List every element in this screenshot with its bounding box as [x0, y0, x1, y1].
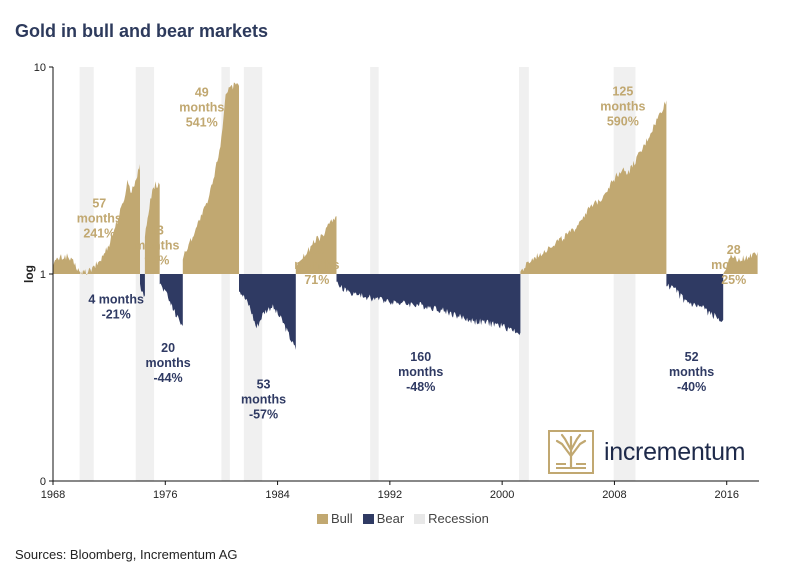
annotation-line: months [398, 365, 443, 379]
annotation-line: 25% [721, 273, 746, 287]
x-tick-label-2: 1984 [265, 489, 289, 501]
legend-item-bull: Bull [317, 511, 353, 526]
annotation-line: months [146, 356, 191, 370]
annotation-line: 94% [144, 254, 169, 268]
x-tick-label-5: 2008 [602, 489, 626, 501]
legend-item-recession: Recession [414, 511, 489, 526]
annotation-line: 53 [257, 377, 271, 391]
annotation-line: -21% [102, 308, 131, 322]
annotation-line: months [711, 258, 756, 272]
brand-name: incrementum [604, 438, 745, 467]
legend-label-bear: Bear [377, 511, 404, 526]
annotation-line: 71% [304, 273, 329, 287]
brand-logo: incrementum [548, 430, 745, 474]
annotation-line: 49 [195, 86, 209, 100]
annotation-line: months [600, 99, 645, 113]
annotation-line: 590% [607, 114, 639, 128]
x-tick-label-3: 1992 [378, 489, 402, 501]
legend-label-bull: Bull [331, 511, 353, 526]
bull-annotation-4: 125 months 590% [600, 84, 645, 128]
y-tick-label-1: 1 [40, 269, 46, 281]
annotation-line: 4 months [88, 293, 144, 307]
annotation-line: 160 [410, 350, 431, 364]
source-note: Sources: Bloomberg, Incrementum AG [15, 547, 238, 562]
annotation-line: months [669, 365, 714, 379]
annotation-line: months [134, 239, 179, 253]
annotation-line: 57 [92, 196, 106, 210]
bear-annotation-10: 52 months -40% [669, 350, 714, 394]
bear-area-10 [666, 274, 723, 322]
annotation-line: 541% [186, 116, 218, 130]
legend-swatch-bear [363, 514, 374, 524]
bull-area-0 [53, 253, 80, 274]
annotation-line: 125 [612, 84, 633, 98]
annotation-line: -57% [249, 407, 278, 421]
chart-series [53, 83, 758, 350]
bear-area-8 [337, 274, 521, 335]
annotation-line: 33 [310, 243, 324, 257]
annotation-line: 28 [727, 243, 741, 257]
x-tick-label-4: 2000 [490, 489, 514, 501]
y-tick-label-0: 10 [34, 62, 46, 74]
tree-logo-icon [548, 430, 594, 474]
annotation-line: 20 [161, 341, 175, 355]
x-tick-label-0: 1968 [41, 489, 65, 501]
bear-annotation-6: 4 months -21% [88, 293, 144, 322]
y-tick-label-2: 0 [40, 476, 46, 488]
bear-annotation-9: 160 months -48% [398, 350, 443, 394]
annotation-line: -48% [406, 380, 435, 394]
annotation-line: months [294, 258, 339, 272]
legend: Bull Bear Recession [317, 511, 489, 526]
y-axis-label: log [22, 265, 36, 283]
x-tick-label-6: 2016 [714, 489, 738, 501]
annotation-line: months [241, 392, 286, 406]
chart-canvas: 1010log1968 1976 1984 1992 2000 2008 2016 57 mo… [0, 0, 793, 583]
legend-swatch-bull [317, 514, 328, 524]
annotation-line: 52 [685, 350, 699, 364]
bear-area-4 [160, 274, 183, 326]
annotation-line: 241% [83, 226, 115, 240]
annotation-line: -40% [677, 380, 706, 394]
annotation-line: months [77, 211, 122, 225]
bull-area-9 [520, 100, 666, 274]
x-tick-label-1: 1976 [153, 489, 177, 501]
legend-item-bear: Bear [363, 511, 404, 526]
bull-annotation-2: 49 months 541% [179, 86, 224, 130]
annotation-line: months [179, 101, 224, 115]
legend-label-recession: Recession [428, 511, 489, 526]
annotation-line: -44% [153, 371, 182, 385]
legend-swatch-recession [414, 514, 425, 524]
annotation-line: 13 [150, 224, 164, 238]
